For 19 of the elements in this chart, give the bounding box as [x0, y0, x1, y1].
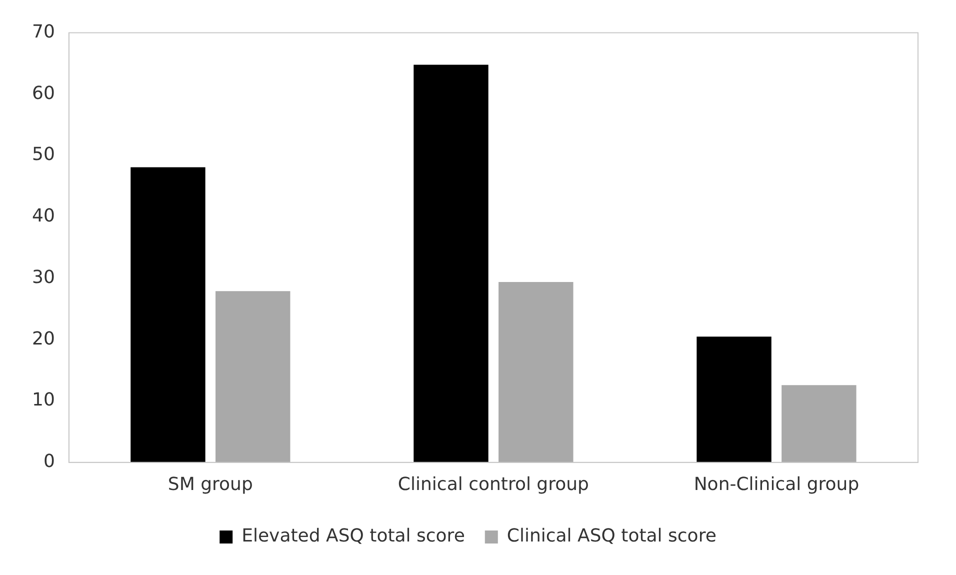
- bar: [498, 282, 574, 462]
- x-tick-label: SM group: [168, 474, 253, 495]
- bar: [216, 291, 290, 462]
- y-tick-label: 70: [32, 21, 55, 42]
- y-tick-label: 0: [43, 451, 55, 472]
- y-tick-label: 50: [32, 144, 55, 166]
- bar: [696, 336, 772, 462]
- bar: [130, 167, 206, 462]
- bar: [782, 385, 856, 462]
- y-tick-label: 10: [32, 390, 55, 411]
- y-tick-label: 60: [32, 82, 55, 104]
- y-tick-label: 40: [32, 206, 55, 227]
- x-tick-label: Non-Clinical group: [694, 474, 860, 495]
- legend-label: Clinical ASQ total score: [506, 526, 716, 547]
- y-tick-label: 20: [32, 328, 55, 350]
- bar: [414, 64, 488, 462]
- legend-label: Elevated ASQ total score: [242, 526, 465, 547]
- x-tick-label: Clinical control group: [398, 474, 589, 495]
- y-tick-label: 30: [32, 266, 55, 288]
